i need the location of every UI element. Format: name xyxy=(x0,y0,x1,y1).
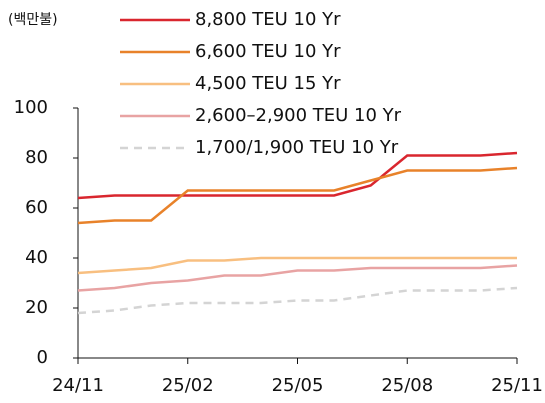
series-line xyxy=(77,256,517,275)
unit-label: (백만불) xyxy=(8,12,58,28)
x-tick-label: 25/02 xyxy=(162,375,214,396)
series-line xyxy=(77,151,518,200)
y-tick-label: 100 xyxy=(14,97,48,118)
x-tick-label: 24/11 xyxy=(52,375,104,396)
legend-label: 8,800 TEU 10 Yr xyxy=(195,9,341,30)
x-tick-label: 25/08 xyxy=(381,375,433,396)
y-tick-label: 0 xyxy=(37,347,48,368)
legend-label: 6,600 TEU 10 Yr xyxy=(195,41,341,62)
legend-label: 4,500 TEU 15 Yr xyxy=(195,73,341,94)
series-line xyxy=(77,286,518,315)
y-tick-label: 60 xyxy=(25,197,48,218)
legend-label: 2,600–2,900 TEU 10 Yr xyxy=(195,105,402,126)
y-tick-label: 40 xyxy=(25,247,48,268)
x-tick-label: 25/05 xyxy=(272,375,324,396)
x-tick-label: 25/11 xyxy=(491,375,543,396)
y-tick-label: 80 xyxy=(25,147,48,168)
series-line xyxy=(77,264,518,292)
y-tick-label: 20 xyxy=(25,297,48,318)
series-line xyxy=(77,166,518,225)
legend-label: 1,700/1,900 TEU 10 Yr xyxy=(195,137,399,158)
